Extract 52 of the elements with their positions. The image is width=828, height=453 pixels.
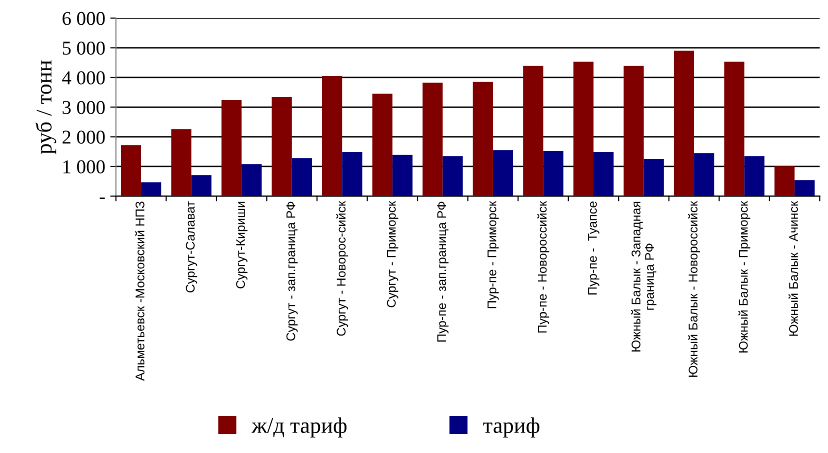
x-tick-label: Южный Балык - Западная граница РФ [631, 202, 656, 352]
x-tick-label: Сургут - зап.граница РФ [286, 202, 298, 341]
y-tick-label: 3 000 [62, 100, 105, 114]
bar [392, 154, 413, 196]
bar [372, 94, 392, 196]
y-tick-label: 6 000 [62, 12, 105, 26]
bar [674, 50, 694, 196]
bar [472, 82, 493, 196]
bar [191, 175, 212, 196]
y-tick-label: 1 000 [63, 160, 105, 174]
legend-label: ж/д тариф [252, 417, 347, 438]
x-tick-label: Пур-пе - Приморск [488, 200, 499, 308]
bar [221, 100, 242, 196]
x-tick-label: Южный Балык - Новороссийск [688, 200, 700, 377]
legend-label: тариф [483, 417, 540, 438]
x-tick-label: Пур-пе - Туапсе [588, 202, 600, 294]
bar [624, 66, 644, 196]
x-tick-label: Альметьевск -Московский НПЗ [135, 202, 144, 381]
y-tick-label: 4 000 [62, 71, 105, 84]
x-tick-label: Сургут-Салават [186, 201, 198, 292]
x-tick-label: Южный Балык - Приморск [738, 200, 750, 352]
x-tick-label: Сургут - Новорос-сийск [336, 200, 348, 336]
x-tick-label: Южный Балык - Ачинск [788, 200, 798, 336]
bar [272, 97, 292, 196]
bar [492, 150, 514, 196]
bar [292, 158, 312, 196]
y-tick-label: 5 000 [62, 42, 105, 55]
bar [794, 180, 815, 196]
bar [523, 66, 544, 196]
bar [171, 129, 192, 196]
bar [342, 152, 362, 196]
bar [694, 153, 714, 196]
bar [242, 164, 262, 196]
bar [573, 62, 594, 196]
bar [644, 159, 664, 196]
y-tick-label: 2 000 [62, 130, 105, 144]
x-tick-label: Сургут-Кириши [236, 202, 248, 288]
bar [744, 156, 764, 196]
bar [774, 166, 795, 196]
bar [543, 151, 564, 196]
bar [322, 76, 342, 196]
bar [724, 62, 744, 196]
bar [141, 182, 162, 196]
y-axis-title: руб / тонн [35, 60, 56, 154]
x-tick-label: Сургут - Приморск [386, 200, 398, 308]
bar [594, 152, 614, 196]
bar [422, 82, 443, 196]
x-tick-label: Пур-пе - зап.граница РФ [437, 202, 449, 342]
y-tick-label: - [100, 198, 105, 200]
bar [442, 156, 463, 196]
x-tick-label: Пур-пе - Новороссийск [537, 200, 550, 333]
bar [120, 145, 142, 196]
